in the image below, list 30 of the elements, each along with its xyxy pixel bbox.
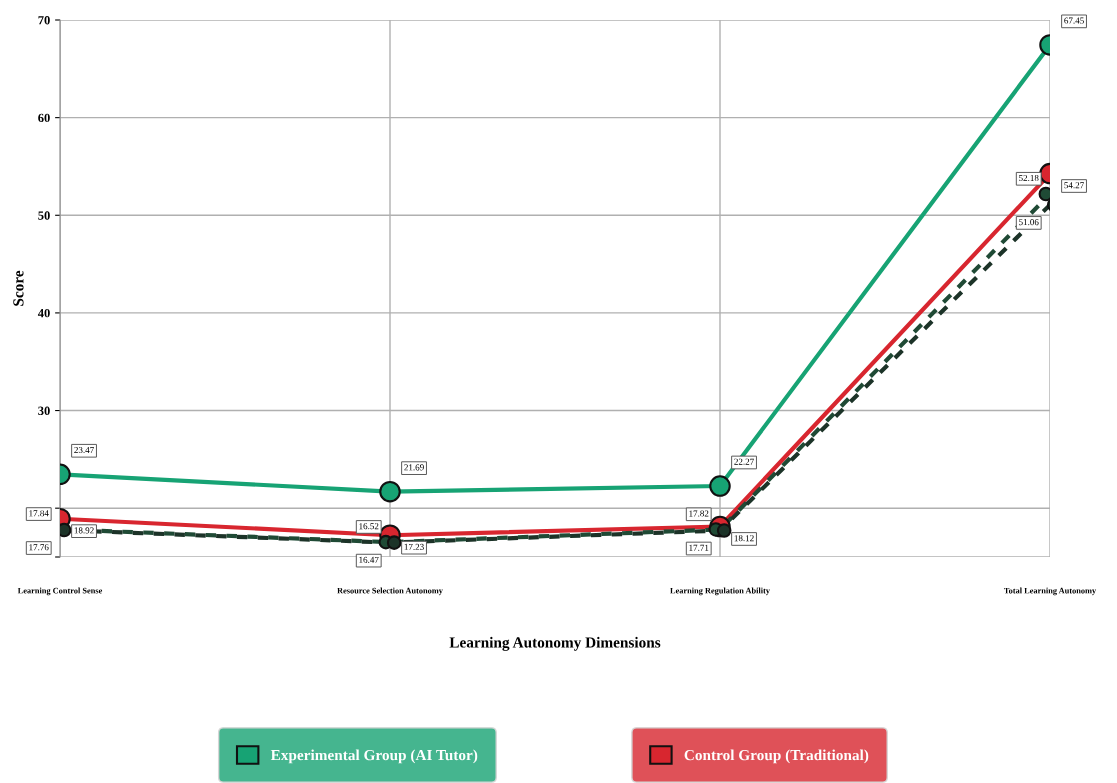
data-label: 67.45: [1064, 17, 1084, 24]
legend-label: Control Group (Traditional): [684, 749, 869, 764]
data-label: 16.52: [359, 523, 379, 530]
data-label: 23.47: [74, 446, 94, 454]
x-tick-label: Learning Control Sense: [17, 587, 103, 596]
data-label: 51.06: [1019, 219, 1039, 226]
data-label: 21.69: [404, 464, 424, 471]
y-axis-title: Score: [13, 270, 24, 306]
data-label: 18.12: [734, 535, 754, 542]
data-label: 17.76: [29, 544, 49, 551]
data-label: 22.27: [734, 458, 754, 465]
x-tick-label: Learning Regulation Ability: [670, 587, 770, 596]
y-tick-label: 60: [38, 113, 50, 123]
data-label: 18.92: [74, 527, 94, 534]
data-label: 54.27: [1064, 182, 1084, 189]
x-tick-label: Resource Selection Autonomy: [337, 587, 443, 596]
data-label: 17.82: [689, 510, 709, 517]
data-label: 17.84: [29, 510, 49, 517]
y-tick-label: 30: [38, 406, 50, 416]
legend-label: Experimental Group (AI Tutor): [270, 749, 478, 764]
data-label: 17.71: [689, 544, 709, 551]
y-tick-label: 70: [38, 16, 50, 25]
data-label: 17.23: [404, 543, 424, 550]
x-tick-label: Total Learning Autonomy: [1003, 587, 1097, 596]
data-label: 16.47: [359, 556, 379, 563]
x-axis-title: Learning Autonomy Dimensions: [449, 636, 661, 651]
y-tick-label: 50: [38, 211, 50, 220]
y-tick-label: 40: [37, 308, 50, 318]
point: [60, 522, 72, 538]
data-label: 52.18: [1019, 174, 1039, 182]
